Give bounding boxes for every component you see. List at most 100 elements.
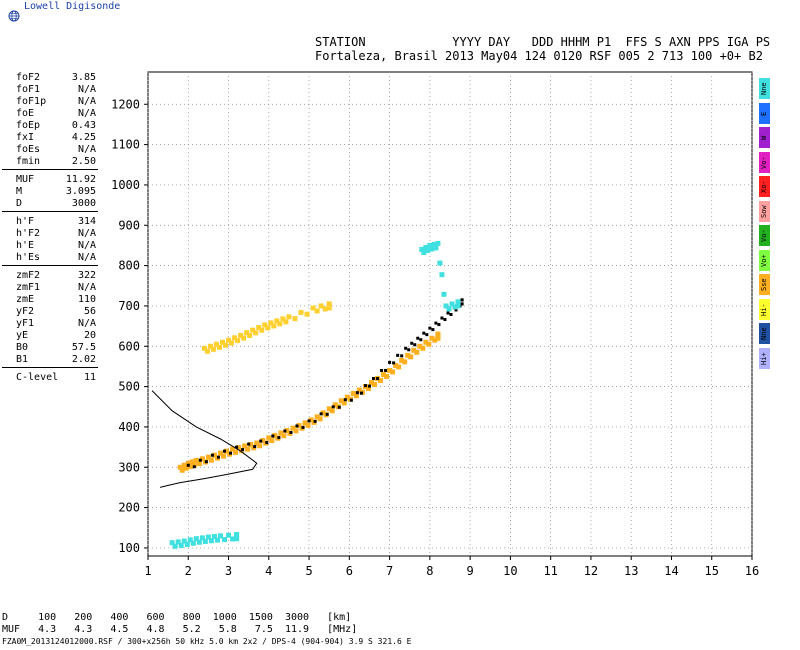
trace-point xyxy=(423,244,429,250)
trace-point xyxy=(280,316,286,322)
trace-point xyxy=(208,457,214,463)
trace-point xyxy=(378,378,384,384)
muf-table-muf-row: MUF 4.3 4.3 4.5 4.8 5.2 5.8 7.5 11.9 [MH… xyxy=(2,624,358,635)
trace-point xyxy=(307,419,311,423)
param-row: foF2 3.85 xyxy=(2,72,98,84)
param-value: 314 xyxy=(77,216,96,227)
trace-point xyxy=(172,543,178,549)
trace-point xyxy=(452,304,458,310)
trace-point xyxy=(223,342,229,348)
trace-point xyxy=(440,316,444,320)
trace-point xyxy=(428,326,432,330)
trace-point xyxy=(241,335,247,341)
trace-point xyxy=(211,533,217,539)
param-row: B1 2.02 xyxy=(2,354,98,366)
trace-point xyxy=(318,303,324,309)
param-row: foF1 N/A xyxy=(2,84,98,96)
param-separator xyxy=(2,169,98,173)
trace-point xyxy=(460,298,464,302)
muf-table-distance-row: D 100 200 400 600 800 1000 1500 3000 [km… xyxy=(2,612,352,623)
trace-point xyxy=(314,308,320,314)
trace-point xyxy=(419,246,425,252)
trace-point xyxy=(411,347,417,353)
trace-point xyxy=(455,303,461,309)
trace-point xyxy=(454,308,458,312)
trace-point xyxy=(419,338,423,342)
muf-table: D 100 200 400 600 800 1000 1500 3000 [km… xyxy=(2,612,357,636)
trace-point xyxy=(250,327,256,333)
param-label: yE xyxy=(16,330,29,341)
param-value: N/A xyxy=(77,252,96,263)
file-info-footer: FZA0M_2013124012000.RSF / 300+x256h 50 k… xyxy=(2,637,412,646)
trace-point xyxy=(290,425,296,431)
y-tick-label: 1100 xyxy=(111,138,140,152)
trace-point xyxy=(256,325,262,331)
trace-point xyxy=(230,446,236,452)
trace-point xyxy=(388,360,392,364)
trace-point xyxy=(211,452,217,458)
trace-point xyxy=(265,441,269,445)
param-value: 322 xyxy=(77,270,96,281)
trace-point xyxy=(437,323,441,327)
param-row: zmF2 322 xyxy=(2,270,98,282)
legend-swatch: W xyxy=(759,127,770,148)
trace-point xyxy=(219,339,225,345)
param-value: 20 xyxy=(83,330,96,341)
trace-point xyxy=(175,539,181,545)
trace-point xyxy=(289,430,293,434)
param-label: zmF2 xyxy=(16,270,41,281)
polarization-legend: Nne E W Vo- Xo- Sow Vo- Vo+ Sse Hi- Nne Hi+ xyxy=(759,78,770,372)
param-label: foEs xyxy=(16,144,41,155)
trace-point xyxy=(205,534,211,540)
trace-point xyxy=(305,422,311,428)
x-tick-label: 2 xyxy=(185,564,192,578)
param-value: 2.02 xyxy=(71,354,96,365)
trace-point xyxy=(221,453,226,459)
trace-point xyxy=(281,433,287,439)
trace-point xyxy=(435,240,441,246)
trace-point xyxy=(349,398,353,402)
trace-point xyxy=(353,393,359,399)
trace-point xyxy=(247,442,251,446)
param-label: foEp xyxy=(16,120,41,131)
param-value: N/A xyxy=(77,108,96,119)
param-value: 57.5 xyxy=(71,342,96,353)
legend-swatch: Sow xyxy=(759,200,770,222)
param-value: 3.85 xyxy=(71,72,96,83)
trace-point xyxy=(214,537,220,543)
param-value: N/A xyxy=(77,84,96,95)
trace-point xyxy=(350,390,356,396)
header-columns: STATION YYYY DAY DDD HHHM P1 FFS S AXN P… xyxy=(315,35,771,49)
trace-point xyxy=(441,291,447,297)
trace-point xyxy=(234,532,240,538)
trace-point xyxy=(183,465,189,471)
trace-point xyxy=(404,346,408,350)
trace-point xyxy=(433,245,439,251)
legend-swatch: Vo- xyxy=(759,225,770,246)
trace-point xyxy=(234,536,240,542)
trace-point xyxy=(435,331,441,337)
param-value: N/A xyxy=(77,240,96,251)
trace-point xyxy=(416,336,420,340)
param-label: h'F2 xyxy=(16,228,41,239)
trace-point xyxy=(344,394,350,400)
trace-point xyxy=(235,445,239,449)
trace-point xyxy=(184,541,190,547)
param-row: MUF 11.92 xyxy=(2,174,98,186)
trace-point xyxy=(356,387,362,393)
trace-point xyxy=(268,320,274,326)
x-tick-label: 13 xyxy=(624,564,638,578)
trace-point xyxy=(446,306,452,312)
x-tick-label: 8 xyxy=(426,564,433,578)
trace-point xyxy=(229,340,235,346)
param-value: N/A xyxy=(77,318,96,329)
param-label: fmin xyxy=(16,156,41,167)
trace-point xyxy=(236,445,242,451)
trace-point xyxy=(226,337,232,343)
trace-point xyxy=(402,359,408,365)
trace-point xyxy=(371,377,375,381)
trace-point xyxy=(414,349,420,355)
trace-point xyxy=(196,461,202,467)
trace-point xyxy=(293,428,299,434)
trace-point xyxy=(269,438,275,444)
